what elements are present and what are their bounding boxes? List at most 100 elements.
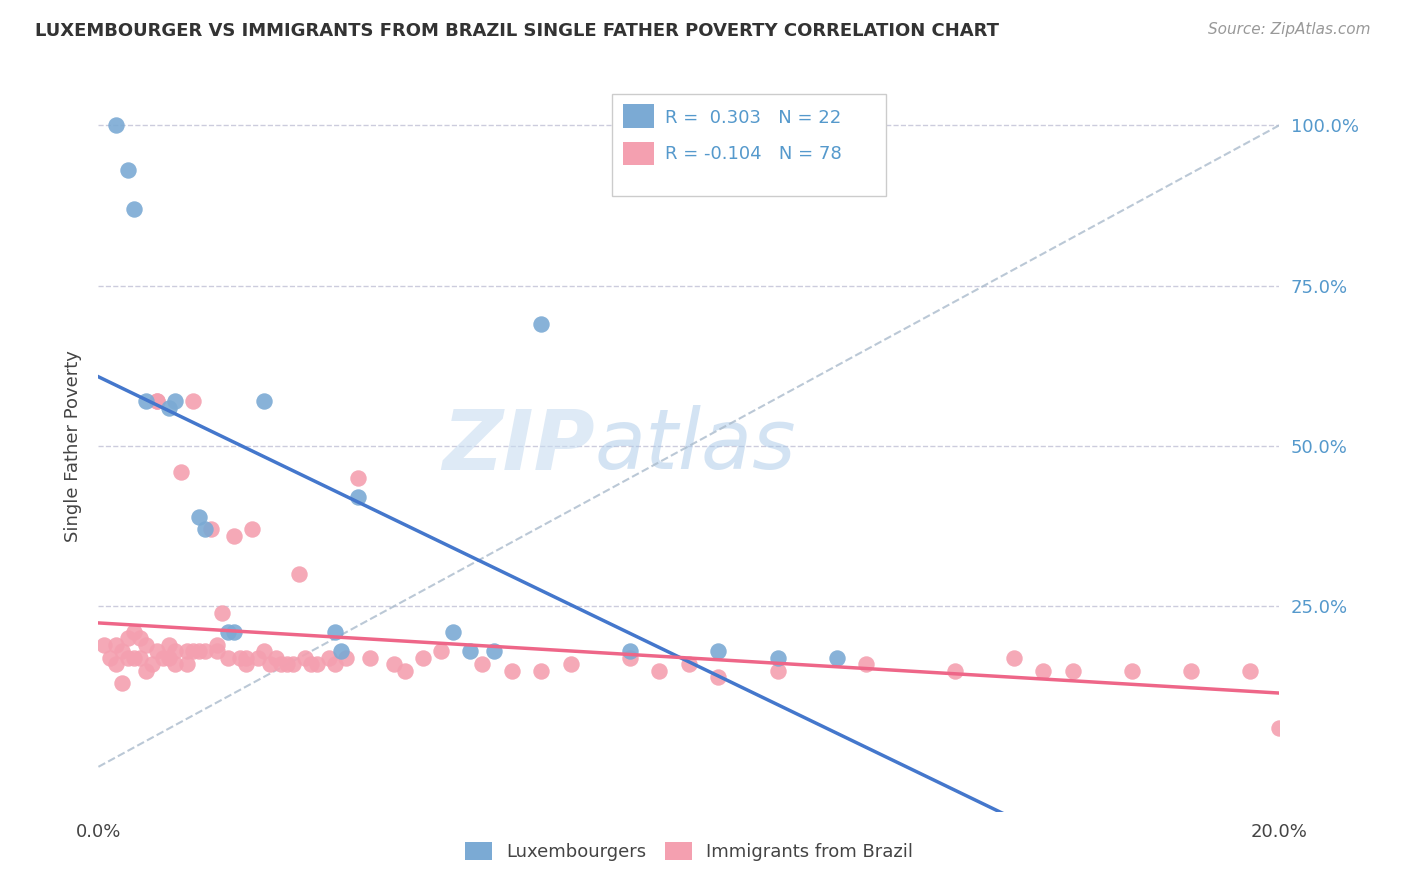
Point (1121, 664, 1143, 678)
Point (200, 523, 222, 537)
Point (619, 644, 641, 658)
Point (347, 471, 370, 485)
Point (501, 664, 523, 678)
Point (1239, 664, 1261, 678)
Point (283, 657, 305, 672)
Point (122, 202, 145, 216)
Point (135, 394, 157, 409)
Point (460, 644, 482, 658)
Point (111, 676, 134, 690)
Point (211, 606, 233, 620)
Point (157, 401, 180, 415)
Point (412, 650, 434, 665)
Point (766, 650, 789, 665)
Point (318, 650, 340, 665)
Point (259, 657, 281, 672)
Y-axis label: Single Father Poverty: Single Father Poverty (65, 350, 83, 542)
Point (224, 529, 246, 543)
Point (165, 394, 187, 409)
Point (1062, 664, 1084, 678)
Point (943, 664, 966, 678)
Point (430, 644, 453, 658)
Point (205, 638, 228, 652)
Point (98, 650, 121, 665)
Point (305, 657, 328, 672)
Point (253, 394, 276, 409)
Point (707, 670, 730, 684)
Point (323, 657, 346, 672)
Point (141, 657, 163, 672)
Point (482, 644, 505, 658)
Text: LUXEMBOURGER VS IMMIGRANTS FROM BRAZIL SINGLE FATHER POVERTY CORRELATION CHART: LUXEMBOURGER VS IMMIGRANTS FROM BRAZIL S… (35, 22, 1000, 40)
Point (105, 118, 128, 132)
Point (224, 625, 246, 640)
Point (253, 644, 276, 658)
Point (181, 644, 204, 658)
Point (194, 523, 217, 537)
Point (194, 644, 217, 658)
Point (276, 657, 298, 672)
Point (217, 625, 239, 640)
Point (93, 638, 115, 652)
Point (187, 509, 209, 524)
Point (146, 394, 169, 409)
Point (471, 657, 494, 672)
Point (1268, 721, 1291, 735)
Point (359, 650, 381, 665)
Point (157, 638, 180, 652)
Point (855, 657, 877, 672)
Point (128, 650, 150, 665)
Point (152, 650, 174, 665)
Point (146, 394, 169, 409)
Point (122, 650, 145, 665)
Text: R =  0.303   N = 22: R = 0.303 N = 22 (665, 109, 841, 127)
Point (117, 163, 139, 178)
Point (1002, 650, 1025, 665)
Text: R = -0.104   N = 78: R = -0.104 N = 78 (665, 145, 842, 163)
Point (135, 664, 157, 678)
Point (240, 523, 263, 537)
Point (335, 650, 357, 665)
Point (146, 644, 169, 658)
Point (105, 638, 128, 652)
Point (187, 644, 209, 658)
Point (217, 650, 239, 665)
Text: ZIP: ZIP (441, 406, 595, 486)
Point (117, 650, 139, 665)
Point (205, 644, 228, 658)
Point (105, 657, 128, 672)
Point (235, 657, 257, 672)
Point (1180, 664, 1202, 678)
Point (619, 650, 641, 665)
Point (264, 650, 287, 665)
Point (825, 650, 848, 665)
Point (176, 644, 198, 658)
Point (294, 650, 316, 665)
Point (165, 644, 187, 658)
Point (170, 465, 193, 479)
Point (111, 644, 134, 658)
Point (560, 657, 582, 672)
Point (323, 625, 346, 640)
Text: atlas: atlas (595, 406, 796, 486)
Point (347, 491, 370, 505)
Point (707, 644, 730, 658)
Point (766, 664, 789, 678)
Point (441, 625, 464, 640)
Point (382, 657, 405, 672)
Point (135, 638, 157, 652)
Point (122, 625, 145, 640)
Point (648, 664, 671, 678)
Point (394, 664, 416, 678)
Text: Source: ZipAtlas.com: Source: ZipAtlas.com (1208, 22, 1371, 37)
Point (157, 650, 180, 665)
Point (1032, 664, 1054, 678)
Point (270, 657, 292, 672)
Point (246, 650, 269, 665)
Point (181, 394, 204, 409)
Point (165, 657, 187, 672)
Point (128, 632, 150, 646)
Point (530, 317, 553, 331)
Point (288, 567, 311, 582)
Point (229, 650, 252, 665)
